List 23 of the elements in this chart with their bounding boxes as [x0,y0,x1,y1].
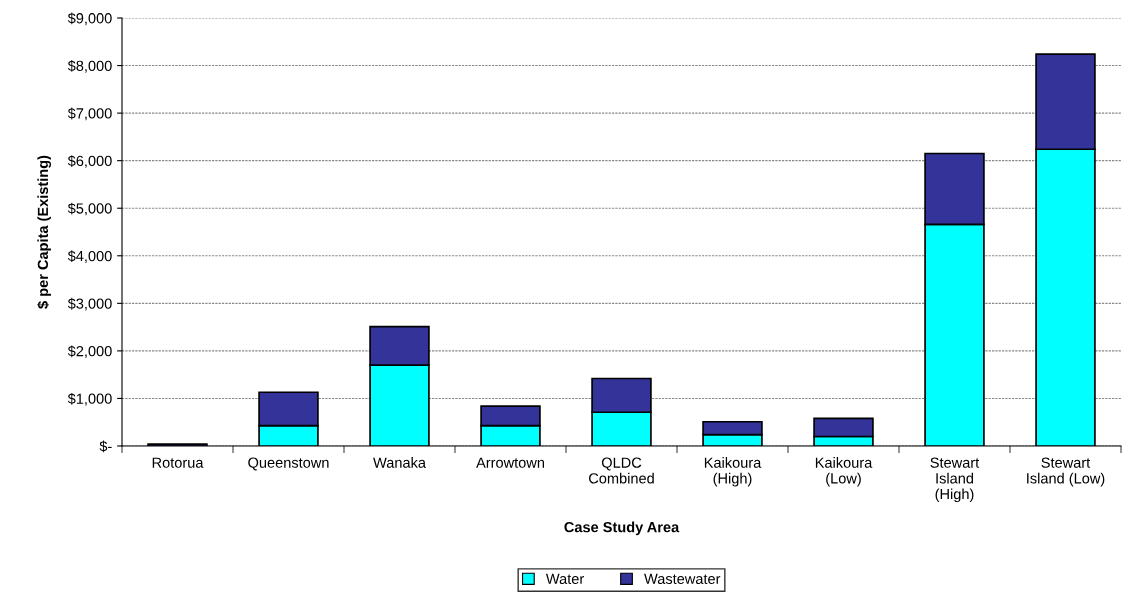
x-tick-label: Wanaka [373,457,426,468]
x-axis-title: Case Study Area [564,521,680,536]
x-tick-label: QLDC Combined [589,457,654,484]
x-tick-label: Stewart Island (Low) [1027,457,1105,487]
y-tick-label: $2,000 [67,345,112,359]
y-tick-label: $9,000 [67,12,112,26]
y-tick-label: $6,000 [67,155,112,168]
y-tick-label: $5,000 [67,202,112,216]
y-axis-title: $ per Capita (Existing) [37,155,52,309]
y-tick-label: $1,000 [67,392,112,406]
x-tick-label: Stewart Island (High) [930,457,980,503]
legend-label: Water [545,573,584,585]
y-tick-label: $7,000 [67,107,112,121]
x-tick-label: Kaikoura (High) [704,457,762,487]
x-tick-label: Rotorua [152,457,204,468]
y-tick-label: $3,000 [67,297,112,311]
x-tick-label: Arrowtown [476,457,544,468]
x-tick-label: Kaikoura (Low) [815,457,873,487]
y-tick-label: $8,000 [67,60,112,73]
y-tick-label: $4,000 [67,250,112,263]
legend-label: Wastewater [644,573,721,585]
x-tick-label: Queenstown [248,457,329,471]
y-tick-label: $- [99,440,112,453]
